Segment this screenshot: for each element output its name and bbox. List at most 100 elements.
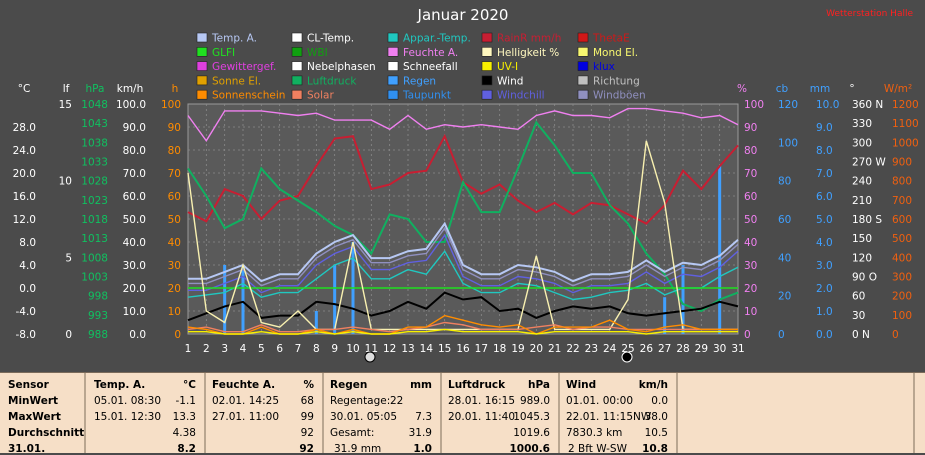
legend-label: Appar.-Temp. [403, 33, 471, 45]
x-tick-label: 19 [511, 343, 524, 355]
axis-tick-wm2: 600 [892, 214, 912, 226]
legend-label: ThetaE [592, 33, 630, 45]
axis-tick-kmh: 30.0 [123, 260, 146, 272]
axis-tick-cb: 20 [778, 291, 791, 303]
axis-tick-pct: 50 [744, 214, 757, 226]
moon-icons [364, 351, 633, 363]
rain-total-value: 31.9 [408, 427, 432, 439]
axis-label-lf: lf [63, 83, 70, 95]
axis-tick-kmh: 0.0 [129, 329, 146, 341]
x-tick-label: 18 [493, 343, 506, 355]
axis-tick-lf: 5 [65, 252, 72, 264]
rain-column: Regen mm Regentage: 22 30.01. 05:05 7.3 … [324, 373, 442, 455]
axis-tick-mm: 6.0 [816, 191, 833, 203]
legend-swatch [577, 46, 589, 57]
humidity-min-value: 68 [300, 395, 314, 407]
rain-max-time: 30.01. 05:05 [330, 411, 397, 423]
axis-tick-temp_c: 16.0 [13, 191, 36, 203]
wind-max-value: 38.0 [644, 411, 668, 423]
sensor-column: Sensor MinWert MaxWert Durchschnitt 31.0… [0, 373, 86, 455]
axis-tick-mm: 10.0 [816, 99, 839, 111]
wind-beaufort-label: 2 Bft W-SW [568, 443, 627, 455]
axis-tick-pct: 20 [744, 283, 757, 295]
legend-swatch [481, 46, 493, 57]
axis-tick-h: 70 [168, 168, 181, 180]
x-tick-label: 23 [585, 343, 598, 355]
legend-label: Windchill [497, 90, 545, 102]
x-tick-label: 26 [640, 343, 654, 355]
axis-tick-kmh: 20.0 [123, 283, 146, 295]
axis-label-hpa: hPa [86, 83, 105, 95]
axis-tick-lf: 10 [59, 176, 72, 188]
rain-days-label: Regentage: [330, 395, 391, 407]
legend-label: Wind [497, 75, 523, 87]
chart-axes: °C 28.0 24.0 20.0 16.0 12.0 8.0 4.0 0.0 -4.0 -8.0 l… [13, 83, 919, 341]
pressure-average: 1019.6 [513, 427, 550, 439]
x-tick-label: 30 [713, 343, 726, 355]
legend-swatch [387, 32, 399, 43]
axis-tick-cb: 40 [778, 252, 791, 264]
new-moon-icon [621, 351, 633, 363]
axis-tick-temp_c: 4.0 [19, 260, 36, 272]
axis-label-deg: ° [849, 83, 854, 95]
axis-label-h: h [172, 83, 179, 95]
chart-legend: Temp. A. CL-Temp. Appar.-Temp. RainR mm/h Th… [196, 32, 646, 102]
axis-tick-pct: 40 [744, 237, 757, 249]
axis-tick-deg: 300 [852, 137, 872, 149]
wind-header: Wind [566, 379, 597, 391]
x-tick-label: 13 [401, 343, 414, 355]
axis-tick-mm: 4.0 [816, 237, 833, 249]
sensor-header: Sensor [8, 379, 49, 391]
x-tick-label: 9 [331, 343, 338, 355]
x-tick-label: 28 [676, 343, 689, 355]
legend-label: UV-I [497, 61, 518, 73]
pressure-min-value: 989.0 [519, 395, 550, 407]
x-tick-label: 4 [240, 343, 247, 355]
pressure-max-value: 1045.3 [513, 411, 550, 423]
axis-tick-pct: 70 [744, 168, 757, 180]
legend-swatch [577, 75, 589, 86]
temp-min-time: 05.01. 08:30 [94, 395, 161, 407]
pressure-max-time: 20.01. 11:40 [448, 411, 515, 423]
axis-tick-lf: 0 [65, 329, 72, 341]
axis-tick-h: 0 [174, 329, 181, 341]
wind-distance-label: 7830.3 km [566, 427, 623, 439]
axis-tick-deg: 180 S [852, 214, 882, 226]
temp-min-value: -1.1 [175, 395, 197, 407]
row-label-avg: Durchschnitt [8, 427, 85, 439]
axis-label-cb: cb [776, 83, 789, 95]
legend-swatch [291, 61, 303, 71]
pressure-today: 1000.6 [509, 443, 550, 455]
series-line [187, 107, 739, 143]
axis-tick-h: 80 [168, 145, 181, 157]
x-axis: 1 2 3 4 5 6 7 8 9 10 11 12 13 14 15 16 17 18 19 20 21 22 23 24 2… [185, 343, 745, 355]
x-tick-label: 24 [603, 343, 617, 355]
legend-label: Temp. A. [211, 33, 257, 45]
axis-tick-wm2: 400 [892, 252, 912, 264]
wind-average: 10.5 [644, 427, 668, 439]
axis-tick-temp_c: 12.0 [13, 214, 36, 226]
axis-tick-deg: 60 [852, 291, 865, 303]
axis-tick-hpa: 1003 [81, 272, 108, 284]
axis-tick-hpa: 998 [88, 291, 108, 303]
rain-days-value: 22 [390, 395, 404, 407]
temp-today: 8.2 [177, 443, 196, 455]
axis-tick-hpa: 993 [88, 310, 108, 322]
x-tick-label: 29 [695, 343, 708, 355]
axis-tick-hpa: 1028 [81, 176, 108, 188]
axis-tick-pct: 100 [744, 99, 764, 111]
axis-tick-deg: 270 W [852, 157, 886, 169]
axis-tick-cb: 60 [778, 214, 791, 226]
axis-tick-kmh: 60.0 [123, 191, 146, 203]
rain-bar [333, 265, 337, 334]
x-tick-label: 21 [548, 343, 561, 355]
wind-min-value: 0.0 [651, 395, 668, 407]
axis-tick-temp_c: -8.0 [16, 329, 37, 341]
wind-unit: km/h [638, 379, 668, 391]
axis-tick-wm2: 300 [892, 272, 912, 284]
x-tick-label: 12 [383, 343, 396, 355]
axis-tick-h: 100 [161, 99, 181, 111]
x-tick-label: 25 [621, 343, 634, 355]
row-label-max: MaxWert [8, 411, 61, 423]
axis-tick-hpa: 1033 [81, 157, 108, 169]
